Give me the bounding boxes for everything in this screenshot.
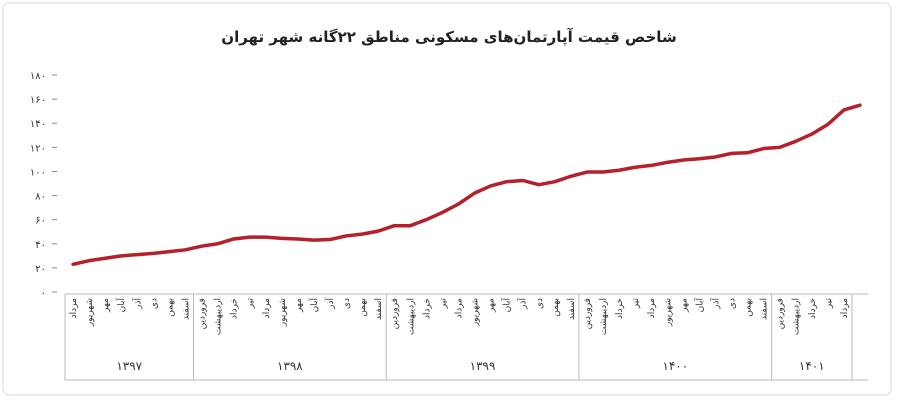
x-tick-label: خرداد — [615, 298, 625, 319]
x-tick-label: آذر — [131, 298, 143, 310]
group-label: ۱۳۹۷ — [116, 359, 142, 373]
x-tick-label: تیر — [246, 298, 256, 310]
x-tick-label: مرداد — [647, 298, 657, 318]
group-label: ۱۴۰۰ — [662, 359, 688, 373]
y-tick-label: ۲۰ — [35, 264, 46, 275]
x-tick-label: بهمن — [165, 298, 175, 317]
y-tick-label: ۱۶۰ — [30, 95, 46, 106]
x-tick-label: شهریور — [85, 298, 95, 327]
x-tick-label: بهمن — [551, 298, 561, 317]
x-tick-label: آذر — [709, 298, 721, 310]
x-tick-label: مهر — [294, 298, 304, 313]
x-tick-label: اسفند — [760, 298, 770, 320]
x-tick-label: آذر — [517, 298, 529, 310]
y-tick-label: ۰ — [41, 288, 46, 299]
y-tick-label: ۴۰ — [35, 240, 46, 251]
y-tick-label: ۱۸۰ — [30, 71, 46, 82]
x-tick-label: شهریور — [471, 298, 481, 327]
x-tick-label: دی — [727, 298, 737, 309]
x-tick-label: دی — [535, 298, 545, 309]
x-tick-label: شهریور — [278, 298, 288, 327]
x-tick-label: دی — [149, 298, 159, 309]
x-tick-label: مهر — [487, 298, 497, 313]
group-label: ۱۳۹۹ — [470, 359, 496, 373]
x-tick-label: مرداد — [262, 298, 272, 318]
group-label: ۱۳۹۸ — [277, 359, 303, 373]
frame — [2, 2, 892, 396]
x-tick-label: خرداد — [230, 298, 240, 319]
x-tick-label: بهمن — [744, 298, 754, 317]
x-tick-label: اردیبهشت — [406, 298, 416, 335]
x-tick-label: خرداد — [422, 298, 432, 319]
x-tick-label: فروردین — [198, 298, 208, 329]
x-tick-label: خرداد — [808, 298, 818, 319]
x-tick-label: آذر — [324, 298, 336, 310]
y-tick-label: ۱۰۰ — [30, 167, 46, 178]
y-tick-label: ۱۴۰ — [30, 119, 46, 130]
chart-title: شاخص قیمت آپارتمان‌های مسکونی مناطق ۲۲گا… — [221, 28, 676, 47]
x-tick-label: اسفند — [181, 298, 191, 320]
x-tick-label: اسفند — [374, 298, 384, 320]
y-tick-label: ۱۲۰ — [30, 143, 46, 154]
x-tick-label: آبان — [115, 298, 127, 313]
x-tick-label: فروردین — [776, 298, 786, 329]
x-tick-label: اردیبهشت — [599, 298, 609, 335]
x-tick-label: مهر — [101, 298, 111, 313]
x-tick-label: اسفند — [567, 298, 577, 320]
x-tick-label: مرداد — [69, 298, 79, 318]
x-tick-label: فروردین — [390, 298, 400, 329]
x-tick-label: آبان — [693, 298, 705, 313]
x-tick-label: بهمن — [358, 298, 368, 317]
x-tick-label: مرداد — [840, 298, 850, 318]
x-tick-label: آبان — [501, 298, 513, 313]
x-tick-label: شهریور — [663, 298, 673, 327]
y-tick-label: ۸۰ — [35, 192, 46, 203]
y-tick-label: ۶۰ — [35, 216, 46, 227]
x-tick-label: مرداد — [454, 298, 464, 318]
x-tick-label: تیر — [438, 298, 448, 310]
group-label: ۱۴۰۱ — [799, 359, 825, 373]
line — [71, 103, 862, 267]
x-tick-label: تیر — [631, 298, 641, 310]
x-tick-label: تیر — [824, 298, 834, 310]
x-tick-label: فروردین — [583, 298, 593, 329]
x-tick-label: آبان — [308, 298, 320, 313]
x-tick-label: اردیبهشت — [214, 298, 224, 335]
x-tick-label: مهر — [679, 298, 689, 313]
x-tick-label: اردیبهشت — [792, 298, 802, 335]
x-tick-label: دی — [342, 298, 352, 309]
